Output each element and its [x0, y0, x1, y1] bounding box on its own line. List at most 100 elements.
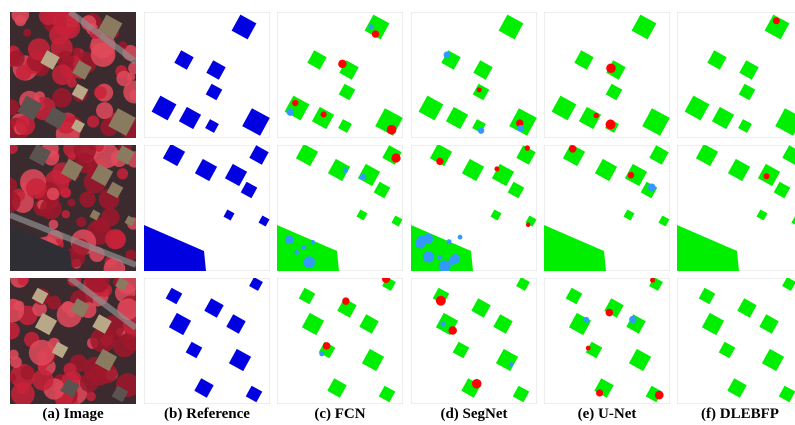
page: (a) Image (b) Reference (c) FCN (d) SegNet (…	[0, 0, 795, 425]
error-fn	[478, 127, 484, 133]
tile	[544, 12, 670, 138]
vegetation	[72, 47, 80, 55]
error-fn	[583, 317, 589, 323]
vegetation	[32, 369, 53, 390]
vegetation	[94, 86, 107, 99]
error-fn	[423, 253, 428, 258]
error-fn	[360, 174, 367, 181]
tile	[277, 275, 403, 404]
error-fn	[438, 255, 443, 260]
error-fn	[446, 239, 451, 244]
vegetation	[8, 374, 16, 382]
error-fp	[655, 391, 664, 400]
tile	[677, 144, 795, 271]
vegetation	[3, 178, 17, 192]
caption: (b) Reference	[164, 406, 250, 422]
caption: (a) Image	[42, 406, 104, 422]
error-fp	[773, 17, 780, 24]
vegetation	[23, 29, 31, 37]
error-fp	[436, 296, 446, 306]
vegetation	[129, 90, 140, 101]
error-fp	[763, 173, 769, 179]
tile	[144, 277, 270, 404]
error-fp	[628, 172, 634, 178]
tile-content	[677, 144, 795, 271]
error-fp	[525, 145, 530, 150]
error-fn	[517, 125, 524, 132]
error-fp	[436, 158, 443, 165]
tile	[411, 144, 537, 272]
caption: (f) DLEBFP	[701, 406, 779, 422]
tile	[544, 277, 670, 404]
vegetation	[80, 373, 99, 392]
tile	[0, 139, 143, 280]
vegetation	[60, 187, 71, 198]
vegetation	[87, 115, 99, 127]
error-fn	[287, 108, 294, 115]
error-fn	[294, 250, 299, 255]
vegetation	[74, 139, 96, 161]
error-fp	[593, 113, 598, 118]
tile	[277, 12, 403, 138]
tile	[411, 277, 537, 404]
tile	[411, 12, 537, 138]
tile-content	[411, 144, 537, 272]
caption: (e) U-Net	[578, 406, 637, 422]
vegetation	[2, 322, 20, 340]
vegetation	[49, 25, 69, 45]
tile-content	[411, 12, 537, 138]
tile-content	[677, 277, 795, 404]
tile-content	[144, 144, 270, 271]
error-fn	[417, 235, 428, 246]
tile	[677, 12, 795, 138]
tile	[1, 269, 148, 408]
vegetation	[0, 191, 21, 212]
error-fp	[606, 120, 616, 130]
tile	[2, 6, 147, 146]
error-fn	[443, 51, 450, 58]
tile-grid	[0, 6, 795, 408]
caption: (c) FCN	[314, 406, 365, 422]
vegetation	[18, 274, 29, 285]
error-fp	[596, 389, 603, 396]
tile-content	[277, 275, 403, 404]
tile	[144, 144, 270, 271]
error-fp	[321, 111, 327, 117]
vegetation	[26, 178, 47, 199]
error-fn	[319, 351, 324, 356]
error-fp	[477, 87, 482, 92]
error-fp	[472, 379, 482, 389]
error-fn	[368, 24, 373, 29]
vegetation	[6, 142, 18, 154]
vegetation	[96, 102, 113, 119]
error-fn	[648, 183, 656, 191]
error-fp	[382, 275, 390, 283]
vegetation	[76, 217, 86, 227]
error-fp	[323, 342, 331, 350]
caption: (d) SegNet	[440, 406, 507, 422]
vegetation	[113, 334, 136, 357]
vegetation	[29, 340, 55, 366]
tile	[277, 144, 403, 271]
error-fn	[303, 256, 315, 268]
vegetation	[14, 301, 25, 312]
vegetation	[52, 64, 73, 85]
error-fp	[448, 326, 457, 335]
error-fn	[343, 168, 348, 173]
tile-content	[544, 144, 670, 271]
tile	[677, 277, 795, 404]
error-fp	[338, 60, 346, 68]
vegetation	[16, 65, 31, 80]
vegetation	[86, 392, 96, 402]
vegetation	[127, 73, 136, 82]
error-fn	[302, 245, 307, 250]
tile-content	[0, 139, 143, 280]
tile-content	[2, 6, 147, 146]
vegetation	[105, 229, 125, 249]
error-fn	[451, 255, 455, 259]
tile-content	[1, 269, 148, 408]
tile	[544, 144, 670, 271]
tile-content	[411, 277, 537, 404]
error-fp	[569, 145, 576, 152]
vegetation	[47, 188, 59, 200]
